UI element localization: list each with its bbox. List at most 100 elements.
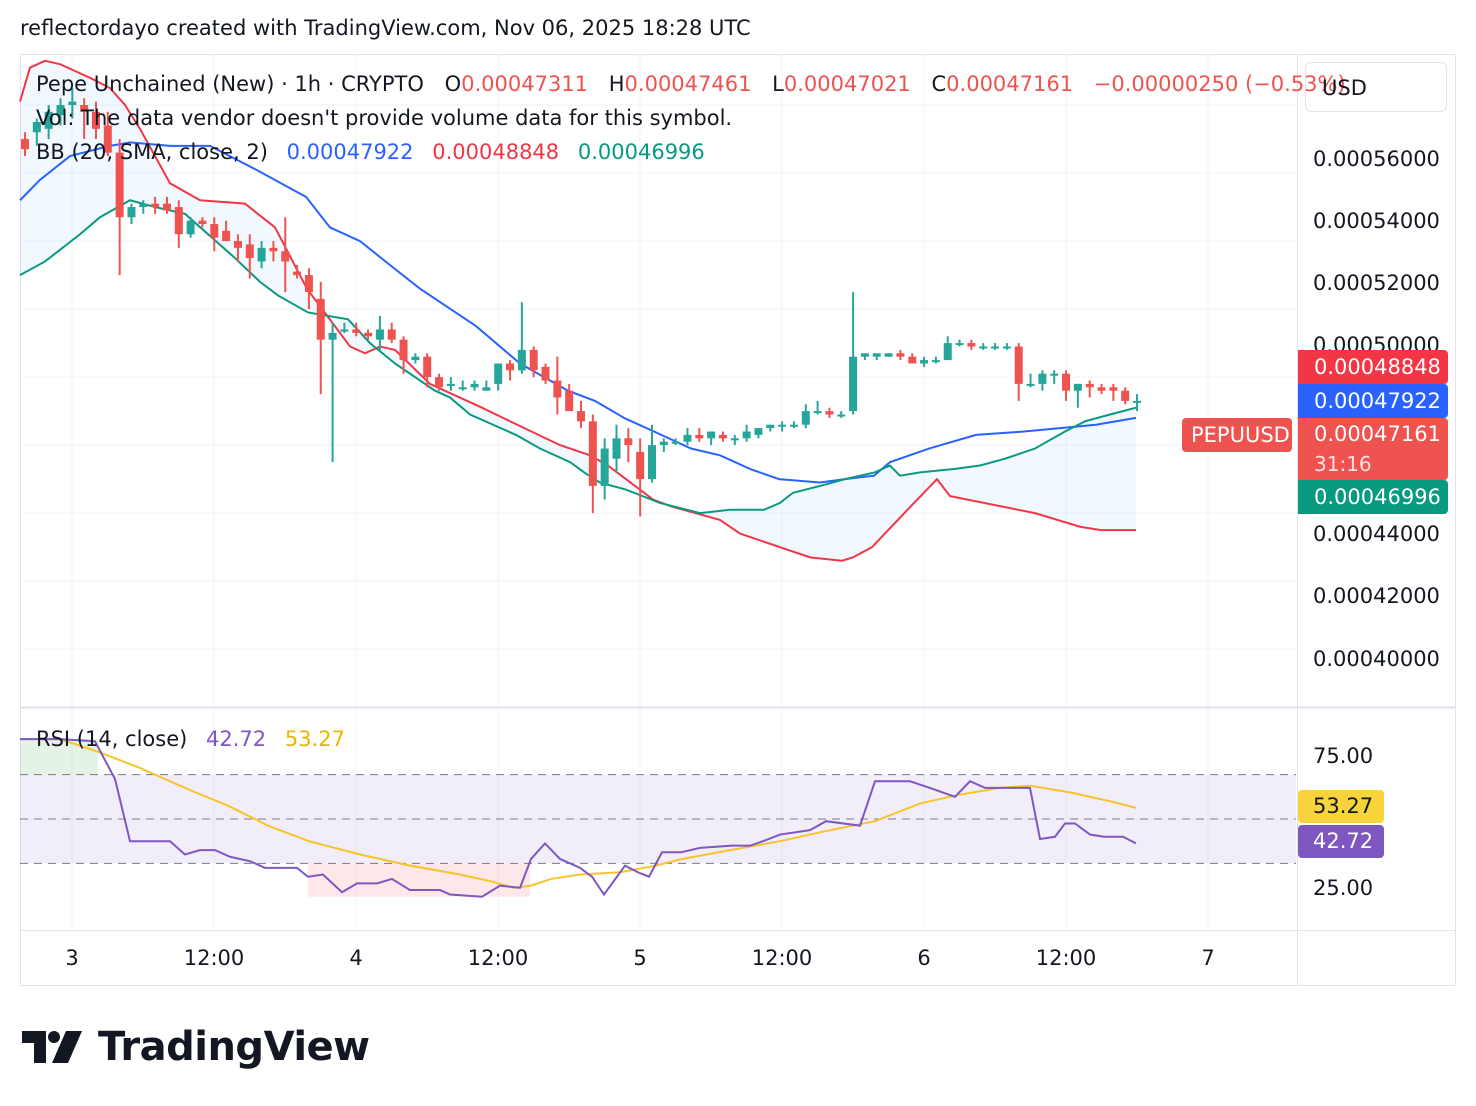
candle-body (245, 244, 254, 259)
candle-body (435, 377, 444, 388)
low-label: L (772, 72, 784, 96)
bb-upper-line (19, 59, 1136, 562)
candle-body (766, 424, 775, 429)
candle-body (789, 424, 798, 427)
close-label: C (931, 72, 947, 96)
candle-body (44, 111, 53, 129)
candle-body (1121, 390, 1130, 401)
rsi-line (20, 738, 1137, 898)
candle-body (1133, 400, 1142, 403)
candle-body (340, 329, 349, 332)
last-price-tag: 0.00047161 31:16 (1298, 418, 1448, 480)
candle-body (328, 332, 337, 340)
price-tick: 0.00052000 (1313, 271, 1440, 295)
candle-body (257, 247, 266, 262)
candle-body (565, 390, 574, 412)
candle-body (754, 428, 763, 435)
candle-body (139, 203, 148, 208)
candle-body (541, 366, 550, 381)
candle-body (494, 363, 503, 384)
candle-body (813, 411, 822, 414)
rsi-ma-tag: 53.27 (1298, 790, 1384, 823)
candle-body (210, 224, 219, 238)
candle-body (222, 230, 231, 242)
candle-body (470, 383, 479, 388)
rsi-value: 42.72 (206, 727, 267, 751)
candle-body (80, 105, 89, 112)
bb-legend: BB (20, SMA, close, 2) 0.00047922 0.0004… (36, 140, 705, 164)
candle-body (304, 275, 313, 293)
bb-lower-tag: 0.00046996 (1298, 480, 1448, 514)
candle-body (825, 411, 834, 415)
time-tick: 3 (65, 946, 79, 970)
candle-body (1002, 346, 1011, 349)
candle-body (860, 353, 869, 357)
candle-body (233, 241, 242, 248)
candle-body (529, 349, 538, 371)
candle-body (884, 353, 893, 357)
currency-button[interactable]: USD (1305, 62, 1447, 112)
candle-body (198, 220, 207, 225)
symbol-name: Pepe Unchained (New) · 1h · CRYPTO (36, 72, 424, 96)
attribution-header: reflectordayo created with TradingView.c… (20, 16, 751, 40)
candle-body (482, 387, 491, 391)
last-price-value: 0.00047161 (1314, 422, 1441, 446)
symbol-legend: Pepe Unchained (New) · 1h · CRYPTO O0.00… (36, 72, 1346, 96)
candle-body (151, 203, 160, 208)
candle-body (707, 431, 716, 439)
candle-body (21, 139, 29, 150)
time-tick: 12:00 (751, 946, 813, 970)
countdown-timer: 31:16 (1314, 452, 1372, 476)
time-tick: 12:00 (1035, 946, 1097, 970)
candle-body (1085, 383, 1094, 388)
candle-body (1038, 373, 1047, 384)
candle-body (931, 360, 940, 363)
time-tick: 7 (1201, 946, 1215, 970)
candle-body (695, 434, 704, 439)
price-tick: 0.00044000 (1313, 522, 1440, 546)
price-tick: 0.00056000 (1313, 147, 1440, 171)
rsi-tag: 42.72 (1298, 825, 1384, 858)
candle-body (1073, 383, 1082, 391)
candle-body (577, 411, 586, 422)
time-tick: 5 (633, 946, 647, 970)
bb-basis-line (19, 141, 1137, 484)
candle-body (837, 414, 846, 417)
rsi-ma-line (20, 738, 1137, 889)
candle-body (162, 203, 171, 211)
candle-body (387, 329, 396, 340)
rsi-ma-value: 53.27 (284, 727, 345, 751)
high-label: H (608, 72, 625, 96)
rsi-name: RSI (14, close) (36, 727, 188, 751)
bb-basis-tag: 0.00047922 (1298, 384, 1448, 418)
candle-body (103, 125, 112, 153)
candle-body (446, 383, 455, 386)
candle-body (801, 411, 810, 425)
bb-lower-line (19, 199, 1137, 515)
chart-frame (20, 54, 1456, 986)
candle-body (506, 363, 515, 371)
candle-body (1062, 373, 1071, 391)
candle-body (316, 298, 325, 340)
candle-body (955, 343, 964, 346)
low-value: 0.00047021 (783, 72, 911, 96)
candle-body (612, 438, 621, 459)
candle-body (186, 220, 195, 235)
bb-name: BB (20, SMA, close, 2) (36, 140, 268, 164)
rsi-tick: 25.00 (1313, 876, 1374, 900)
candle-body (908, 356, 917, 364)
candle-body (423, 356, 432, 378)
tradingview-logo[interactable]: TradingView (22, 1024, 370, 1070)
rsi-overbought-fill (20, 739, 98, 775)
price-tick: 0.00042000 (1313, 584, 1440, 608)
candle-body (32, 122, 41, 133)
time-tick: 4 (349, 946, 363, 970)
candle-body (1050, 373, 1059, 376)
candle-body (517, 349, 526, 371)
bb-basis-value: 0.00047922 (286, 140, 414, 164)
bollinger-band-fill (20, 60, 1136, 561)
candle-body (364, 332, 373, 337)
candle-body (127, 207, 136, 218)
candle-body (979, 346, 988, 349)
